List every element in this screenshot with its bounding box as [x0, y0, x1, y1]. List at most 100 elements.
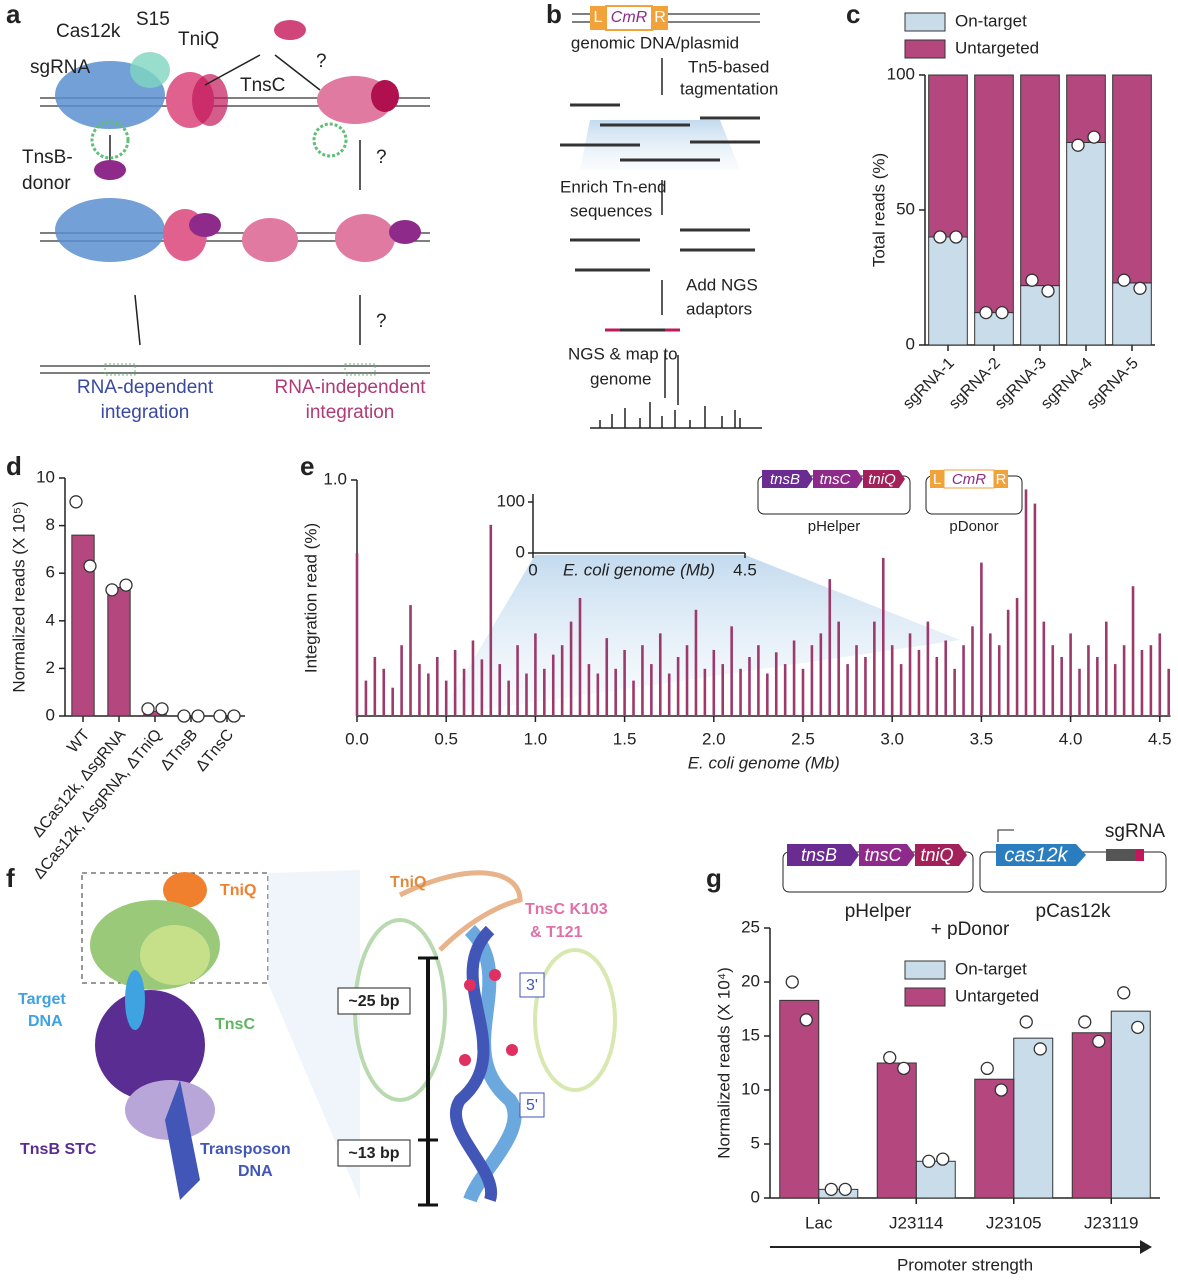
spike: [641, 645, 644, 716]
spike: [819, 633, 823, 716]
spike: [730, 626, 733, 716]
replicate-point: [1117, 273, 1131, 287]
spike: [569, 621, 573, 716]
replicate-point: [980, 1061, 994, 1076]
replicate-point: [936, 1152, 950, 1166]
label: ?: [376, 311, 387, 332]
spike: [926, 621, 930, 716]
replicate-point: [1078, 1015, 1092, 1029]
replicate-point: [119, 578, 133, 592]
spike: [935, 657, 939, 716]
annotation: sgRNA: [1105, 821, 1166, 842]
spike: [685, 645, 689, 716]
spike: [605, 638, 609, 716]
legend-swatch: [904, 960, 946, 980]
x-tick-label: 3.5: [970, 729, 994, 748]
x-tick-label: 4.5: [1148, 729, 1172, 748]
legend-label: Untargeted: [955, 38, 1039, 57]
spike: [444, 680, 448, 716]
x-tick-label: 2.5: [791, 729, 815, 748]
spike: [748, 657, 751, 716]
bar-segment: [1020, 74, 1060, 287]
spike: [578, 598, 582, 716]
spike: [881, 557, 885, 716]
label: genomic DNA/plasmid: [571, 33, 739, 52]
label: integration: [306, 402, 395, 423]
spike: [471, 640, 475, 716]
x-axis-label: E. coli genome (Mb): [688, 753, 840, 772]
label: TnsC K103: [525, 901, 608, 918]
spike: [507, 680, 510, 716]
spike: [480, 659, 484, 716]
label: ~13 bp: [348, 1145, 399, 1162]
spike: [355, 553, 359, 716]
x-tick-label: ΔTnsB: [157, 726, 201, 774]
panel-b-diagram: [560, 5, 762, 429]
replicate-point: [897, 1061, 911, 1076]
label: Tn5-based: [688, 57, 769, 76]
y-tick-label: 20: [741, 971, 760, 990]
spike: [810, 645, 814, 716]
spike: [989, 633, 992, 716]
spike: [489, 524, 493, 716]
label: DNA: [28, 1013, 63, 1030]
label: R: [654, 9, 666, 26]
legend-swatch: [904, 39, 946, 59]
y-tick-label: 25: [741, 917, 760, 936]
legend-swatch: [904, 987, 946, 1007]
y-tick-label: 0: [906, 334, 915, 353]
replicate-point: [1131, 1020, 1145, 1035]
y-tick-label: 2: [46, 658, 55, 677]
label: Enrich Tn-end: [560, 177, 666, 196]
bar: [1071, 1032, 1112, 1199]
label: adaptors: [686, 299, 752, 318]
annotation: pCas12k: [1036, 901, 1111, 922]
bar: [1110, 1010, 1151, 1199]
annotation: pHelper: [808, 518, 861, 535]
bar: [876, 1062, 917, 1199]
spike: [908, 633, 912, 716]
label: TniQ: [220, 882, 256, 899]
inset-x-tick-label: 0: [528, 560, 537, 579]
spike: [427, 673, 430, 716]
replicate-point: [1071, 138, 1085, 152]
label: ~25 bp: [348, 993, 399, 1010]
y-tick-label: 10: [741, 1079, 760, 1098]
label: sequences: [570, 201, 652, 220]
legend-label: On-target: [955, 11, 1027, 30]
annotation: pHelper: [845, 901, 912, 922]
x-tick-label: 1.0: [524, 729, 548, 748]
replicate-point: [799, 1013, 813, 1027]
annotation: CmR: [952, 471, 986, 488]
spike: [739, 668, 742, 716]
bar: [1013, 1037, 1054, 1199]
label: RNA-dependent: [77, 377, 214, 398]
spike: [1167, 668, 1171, 716]
panel-letter: f: [6, 863, 15, 893]
annotation: tniQ: [920, 845, 953, 865]
inset-x-tick-label: 4.5: [733, 560, 757, 579]
bar: [779, 999, 820, 1199]
y-tick-label: 0: [46, 705, 55, 724]
spike: [364, 680, 368, 716]
annotation: pDonor: [949, 518, 998, 535]
x-tick-label: 4.0: [1059, 729, 1083, 748]
x-tick-label: J23114: [889, 1213, 944, 1232]
replicate-point: [1133, 281, 1147, 295]
plasmid-helper: [757, 469, 1023, 515]
label: TniQ: [178, 29, 219, 50]
y-tick-label: 6: [46, 563, 55, 582]
replicate-point: [785, 975, 799, 989]
spike: [587, 664, 591, 716]
replicate-point: [1041, 284, 1055, 298]
bar: [107, 586, 131, 717]
spike: [890, 645, 894, 716]
spike: [516, 645, 519, 716]
spike: [1149, 645, 1153, 716]
label: NGS & map to: [568, 344, 678, 363]
label: TnsB-: [22, 147, 73, 168]
spike: [462, 668, 466, 716]
spike: [1131, 586, 1135, 716]
label: DNA: [238, 1163, 273, 1180]
bar: [915, 1160, 956, 1199]
